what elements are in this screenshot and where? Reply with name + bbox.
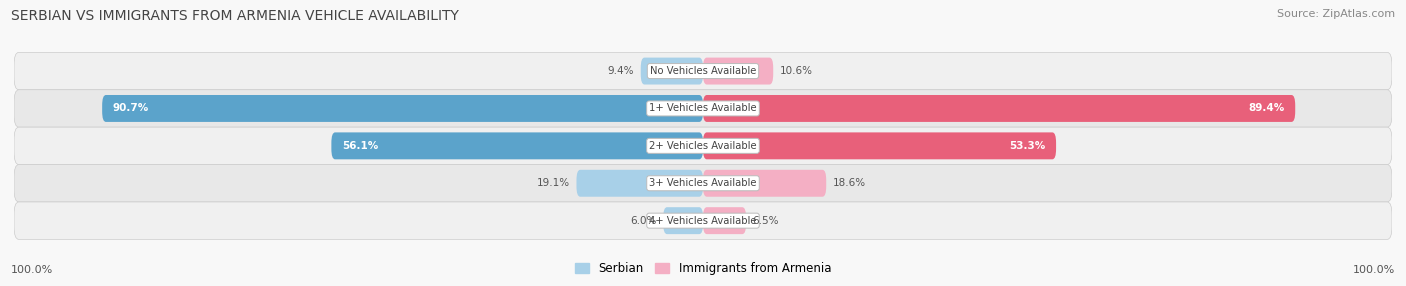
- Text: 53.3%: 53.3%: [1010, 141, 1046, 151]
- Text: No Vehicles Available: No Vehicles Available: [650, 66, 756, 76]
- FancyBboxPatch shape: [14, 164, 1392, 202]
- Text: 90.7%: 90.7%: [112, 104, 149, 114]
- Text: 19.1%: 19.1%: [537, 178, 569, 188]
- FancyBboxPatch shape: [576, 170, 703, 197]
- FancyBboxPatch shape: [103, 95, 703, 122]
- FancyBboxPatch shape: [14, 52, 1392, 90]
- Text: 9.4%: 9.4%: [607, 66, 634, 76]
- Text: 18.6%: 18.6%: [832, 178, 866, 188]
- FancyBboxPatch shape: [703, 207, 747, 234]
- FancyBboxPatch shape: [703, 170, 827, 197]
- Text: 89.4%: 89.4%: [1249, 104, 1285, 114]
- FancyBboxPatch shape: [703, 132, 1056, 159]
- Text: 6.5%: 6.5%: [752, 216, 779, 226]
- FancyBboxPatch shape: [14, 127, 1392, 164]
- FancyBboxPatch shape: [641, 57, 703, 85]
- Text: 1+ Vehicles Available: 1+ Vehicles Available: [650, 104, 756, 114]
- Text: 56.1%: 56.1%: [342, 141, 378, 151]
- Text: Source: ZipAtlas.com: Source: ZipAtlas.com: [1277, 9, 1395, 19]
- Text: 100.0%: 100.0%: [1353, 265, 1395, 275]
- Text: SERBIAN VS IMMIGRANTS FROM ARMENIA VEHICLE AVAILABILITY: SERBIAN VS IMMIGRANTS FROM ARMENIA VEHIC…: [11, 9, 460, 23]
- FancyBboxPatch shape: [703, 57, 773, 85]
- FancyBboxPatch shape: [664, 207, 703, 234]
- Text: 10.6%: 10.6%: [780, 66, 813, 76]
- Text: 4+ Vehicles Available: 4+ Vehicles Available: [650, 216, 756, 226]
- Text: 3+ Vehicles Available: 3+ Vehicles Available: [650, 178, 756, 188]
- FancyBboxPatch shape: [14, 202, 1392, 239]
- Text: 2+ Vehicles Available: 2+ Vehicles Available: [650, 141, 756, 151]
- FancyBboxPatch shape: [14, 90, 1392, 127]
- FancyBboxPatch shape: [332, 132, 703, 159]
- Legend: Serbian, Immigrants from Armenia: Serbian, Immigrants from Armenia: [569, 258, 837, 280]
- Text: 6.0%: 6.0%: [630, 216, 657, 226]
- Text: 100.0%: 100.0%: [11, 265, 53, 275]
- FancyBboxPatch shape: [703, 95, 1295, 122]
